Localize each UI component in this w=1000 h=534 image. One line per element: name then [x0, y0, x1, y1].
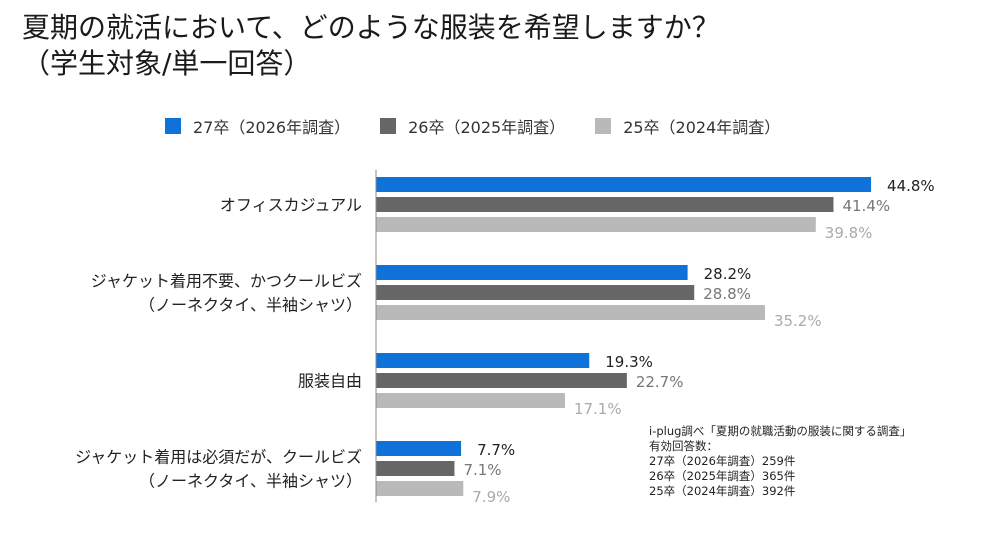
bar	[376, 285, 695, 300]
category-label-line: （ノーネクタイ、半袖シャツ）	[139, 296, 362, 315]
legend-item-27: 27卒（2026年調査）	[165, 114, 350, 138]
legend: 27卒（2026年調査） 26卒（2025年調査） 25卒（2024年調査）	[165, 114, 810, 138]
data-label: 22.7%	[636, 373, 684, 391]
category-label-line: オフィスカジュアル	[220, 196, 362, 215]
note-line-source: i-plug調べ「夏期の就職活動の服装に関する調査」	[649, 424, 912, 438]
note-line-count-label: 有効回答数：	[649, 439, 718, 453]
chart-title-line2: （学生対象/単一回答）	[22, 47, 312, 80]
category-label-line: 服装自由	[298, 372, 362, 391]
legend-item-25: 25卒（2024年調査）	[595, 114, 780, 138]
category-label-line: （ノーネクタイ、半袖シャツ）	[139, 472, 362, 491]
bar	[376, 461, 455, 476]
data-label: 28.2%	[704, 265, 752, 283]
category-group: 服装自由 19.3% 22.7% 17.1%	[298, 353, 684, 418]
chart-title: 夏期の就活において、どのような服装を希望しますか？ （学生対象/単一回答）	[22, 10, 982, 82]
data-label: 7.9%	[472, 488, 510, 506]
category-label-line: ジャケット着用は必須だが、クールビズ	[75, 448, 362, 467]
data-label: 39.8%	[825, 224, 873, 242]
bar	[376, 305, 765, 320]
data-label: 28.8%	[703, 285, 751, 303]
category-label-line: ジャケット着用不要、かつクールビズ	[91, 272, 362, 291]
data-label: 19.3%	[605, 353, 653, 371]
source-note: i-plug調べ「夏期の就職活動の服装に関する調査」 有効回答数： 27卒（20…	[649, 424, 911, 499]
bar	[376, 393, 565, 408]
bar	[376, 217, 816, 232]
legend-swatch-25	[595, 118, 612, 134]
legend-swatch-26	[380, 118, 397, 134]
category-group: オフィスカジュアル 44.8% 41.4% 39.8%	[220, 177, 935, 242]
data-label: 41.4%	[842, 197, 890, 215]
legend-item-26: 26卒（2025年調査）	[380, 114, 565, 138]
category-group: ジャケット着用不要、かつクールビズ （ノーネクタイ、半袖シャツ） 28.2% 28.8…	[91, 265, 822, 330]
data-label: 35.2%	[774, 312, 822, 330]
bar	[376, 441, 462, 456]
bar	[376, 177, 872, 192]
category-group: ジャケット着用は必須だが、クールビズ （ノーネクタイ、半袖シャツ） 7.7% 7.1%…	[75, 441, 515, 506]
category-label: ジャケット着用不要、かつクールビズ （ノーネクタイ、半袖シャツ）	[91, 272, 362, 315]
bar	[376, 197, 834, 212]
legend-label-25: 25卒（2024年調査）	[623, 118, 781, 137]
note-line-26: 26卒（2025年調査）365件	[649, 469, 796, 483]
bar	[376, 373, 627, 388]
legend-label-27: 27卒（2026年調査）	[193, 118, 351, 137]
chart-title-line1: 夏期の就活において、どのような服装を希望しますか？	[22, 11, 720, 44]
legend-swatch-27	[165, 118, 181, 134]
bar	[376, 265, 688, 280]
data-label: 7.1%	[463, 461, 501, 479]
bar	[376, 353, 590, 368]
category-label: 服装自由	[298, 372, 362, 391]
data-label: 44.8%	[887, 177, 935, 195]
note-line-27: 27卒（2026年調査）259件	[649, 454, 796, 468]
category-label: ジャケット着用は必須だが、クールビズ （ノーネクタイ、半袖シャツ）	[75, 448, 362, 491]
bar	[376, 481, 464, 496]
category-label: オフィスカジュアル	[220, 196, 362, 215]
data-label: 17.1%	[574, 400, 622, 418]
data-label: 7.7%	[477, 441, 515, 459]
note-line-25: 25卒（2024年調査）392件	[649, 484, 796, 498]
legend-label-26: 26卒（2025年調査）	[408, 118, 566, 137]
